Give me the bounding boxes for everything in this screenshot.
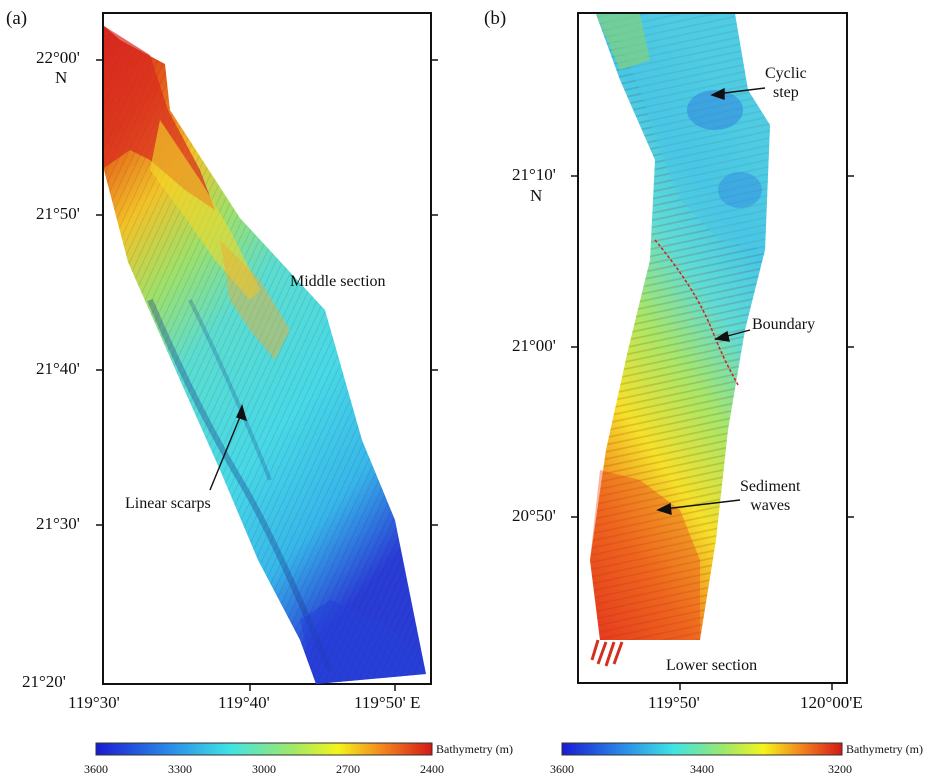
panel-a-ticks <box>96 59 438 691</box>
colorbar-b-tick-3: 3200 <box>828 762 852 776</box>
linear-scarps-label: Linear scarps <box>125 495 211 512</box>
cyclic-step-line1: Cyclic <box>765 65 807 82</box>
panel-a-lat-hemisphere: N <box>55 68 68 87</box>
panel-b-frame <box>577 12 848 684</box>
boundary-label: Boundary <box>752 316 816 333</box>
colorbar-a-tick-4: 2700 <box>336 762 360 776</box>
panel-b-label: (b) <box>484 8 507 29</box>
panel-a-swath <box>104 26 426 684</box>
colorbar-a-tick-5: 2400 <box>420 762 444 776</box>
panel-b-lat-label-2: 21°00' <box>512 336 556 355</box>
panel-a-lat-label-2: 21°50' <box>36 204 80 223</box>
colorbar-b-tick-1: 3600 <box>550 762 574 776</box>
panel-a-lon-label-3: 119°50' E <box>354 693 421 712</box>
panel-a-section-label: Middle section <box>290 273 386 290</box>
panel-b-lat-label-1: 21°10' <box>512 165 556 184</box>
sediment-waves-line2: waves <box>750 497 791 514</box>
panel-b-section-label: Lower section <box>666 657 758 674</box>
panel-b-lon-label-1: 119°50' <box>648 693 700 712</box>
colorbar-b-tick-2: 3400 <box>690 762 714 776</box>
cyclic-step-line2: step <box>772 84 799 101</box>
panel-a-lat-label-1: 22°00' <box>36 48 80 67</box>
annotation-arrows <box>209 87 766 515</box>
panel-a-lon-label-2: 119°40' <box>218 693 270 712</box>
colorbar-a-title: Bathymetry (m) <box>436 742 513 756</box>
colorbar-a-tick-1: 3600 <box>84 762 108 776</box>
colorbar-b-title: Bathymetry (m) <box>846 742 923 756</box>
panel-a-lat-label-3: 21°40' <box>36 359 80 378</box>
panel-b-lat-hemisphere: N <box>530 186 543 205</box>
panel-b-swath <box>590 14 770 667</box>
panel-a-lon-label-1: 119°30' <box>68 693 120 712</box>
panel-a-label: (a) <box>6 8 28 29</box>
colorbar-a <box>95 742 433 756</box>
colorbar-a-tick-3: 3000 <box>252 762 276 776</box>
colorbar-a-tick-2: 3300 <box>168 762 192 776</box>
sediment-waves-label: Sediment waves <box>740 477 800 515</box>
colorbar-b <box>561 742 843 756</box>
panel-b-ticks <box>571 175 854 690</box>
panel-a-lat-label-4: 21°30' <box>36 514 80 533</box>
panel-a-lat-label-5: 21°20' <box>22 672 66 691</box>
panel-b-lon-label-2: 120°00'E <box>800 693 863 712</box>
sediment-waves-line1: Sediment <box>740 478 801 495</box>
cyclic-step-label: Cyclic step <box>765 64 807 102</box>
panel-b-lat-label-3: 20°50' <box>512 506 556 525</box>
